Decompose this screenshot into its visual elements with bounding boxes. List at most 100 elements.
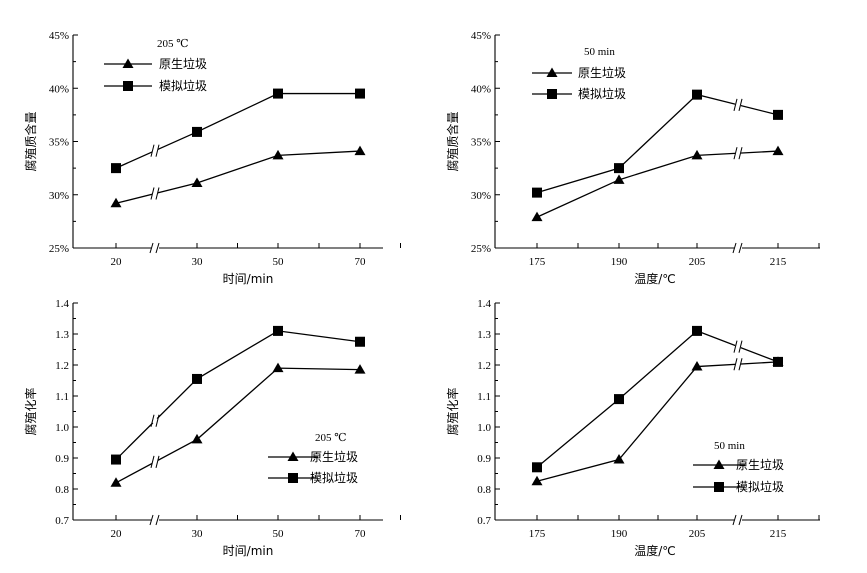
x-tick-label: 30 [192, 256, 204, 268]
axis-break-gap [734, 518, 742, 522]
data-point-square [614, 394, 624, 405]
data-point-square [273, 88, 283, 99]
data-point-square [192, 373, 202, 384]
y-tick-label: 30% [471, 190, 491, 202]
line-break-gap [732, 338, 744, 355]
line-break-mark [150, 187, 155, 200]
x-tick-label: 50 [273, 256, 285, 268]
data-point-triangle [772, 145, 784, 156]
x-tick-label: 20 [111, 528, 123, 540]
legend-marker-triangle [122, 58, 134, 68]
data-point-triangle [191, 177, 203, 188]
series-line-1 [536, 93, 779, 194]
x-axis-title: 时间/min [223, 544, 274, 558]
data-point-triangle [613, 454, 625, 464]
axis-break-mark [732, 242, 737, 254]
data-point-square [192, 126, 202, 137]
axis-break-mark [738, 242, 743, 254]
axis-break-mark [155, 514, 160, 526]
data-point-square [111, 163, 121, 174]
line-break-mark [150, 455, 155, 469]
legend-marker-square [288, 473, 298, 483]
y-tick-label: 45% [49, 30, 69, 42]
x-axis-title: 时间/min [223, 272, 274, 286]
line-break-gap [147, 413, 163, 428]
line-break-mark [733, 358, 738, 371]
axis-break-gap [151, 518, 159, 522]
data-point-square [111, 454, 121, 465]
legend-label: 原生垃圾 [736, 457, 784, 472]
data-point-triangle [531, 475, 543, 486]
data-point-square [773, 356, 783, 367]
line-break-mark [150, 144, 155, 157]
legend-label: 模拟垃圾 [736, 479, 784, 494]
legend-marker-square [714, 482, 724, 492]
line-break-mark [738, 358, 743, 371]
legend-title: 205 ℃ [157, 38, 189, 50]
y-tick-label: 25% [49, 243, 69, 255]
y-tick-label: 1.2 [477, 360, 491, 372]
x-axis-title: 温度/℃ [634, 543, 676, 558]
y-tick-label: 45% [471, 30, 491, 42]
line-break-mark [155, 144, 160, 157]
legend-label: 原生垃圾 [159, 56, 207, 71]
x-tick-label: 50 [273, 528, 285, 540]
axis-break-mark [738, 514, 743, 526]
line-break-gap [149, 454, 161, 470]
x-tick-label: 190 [611, 528, 628, 540]
legend-marker-triangle [287, 451, 299, 461]
data-point-square [532, 462, 542, 473]
axis-break-mark [149, 242, 154, 254]
x-tick-label: 205 [689, 528, 706, 540]
data-point-triangle [272, 362, 284, 373]
x-tick-label: 215 [770, 256, 787, 268]
data-point-triangle [354, 145, 366, 156]
line-break-mark [738, 98, 743, 112]
y-axis-title: 腐殖质含量 [23, 111, 38, 171]
y-tick-label: 1.1 [55, 391, 69, 403]
series-line-0 [115, 367, 361, 484]
line-break-mark [155, 414, 160, 427]
data-point-square [355, 336, 365, 347]
legend-title: 50 min [714, 440, 745, 452]
chart-panel-top-left: 25% 30% 35% 40% 45% 20 30 50 70 时间/min 腐殖质含量 205 ℃ 原… [23, 30, 401, 286]
data-point-triangle [110, 197, 122, 208]
chart-panel-bottom-right: 0.7 0.8 0.9 1.0 1.1 1.2 1.3 1.4 175 190 205 215 温度/℃… [445, 298, 820, 558]
axis-break-mark [149, 514, 154, 526]
data-point-triangle [691, 361, 703, 371]
y-axis-title: 腐殖化率 [445, 387, 460, 435]
line-break-mark [150, 414, 155, 427]
legend-label: 模拟垃圾 [159, 78, 207, 93]
chart-panel-top-right: 25% 30% 35% 40% 45% 175 190 205 215 温度/℃ 腐殖质含量 50 m… [445, 30, 820, 286]
data-point-square [773, 109, 783, 120]
data-point-triangle [272, 149, 284, 160]
series-line-0 [536, 150, 779, 218]
x-tick-label: 70 [355, 528, 367, 540]
line-break-mark [155, 455, 160, 469]
y-tick-label: 0.8 [55, 484, 69, 496]
y-tick-label: 0.8 [477, 484, 491, 496]
legend-marker-triangle [713, 459, 725, 469]
legend-label: 模拟垃圾 [578, 86, 626, 101]
data-point-triangle [354, 364, 366, 374]
axis-break-gap [734, 246, 742, 250]
legend-label: 原生垃圾 [578, 65, 626, 80]
chart-panel-bottom-left: 0.7 0.8 0.9 1.0 1.1 1.2 1.3 1.4 20 30 50 70 时间/min 腐殖… [23, 298, 401, 558]
data-point-triangle [191, 433, 203, 444]
line-break-mark [738, 147, 743, 160]
axis-break-gap [151, 246, 159, 250]
y-tick-label: 1.3 [55, 329, 69, 341]
data-point-square [532, 187, 542, 198]
data-point-square [692, 325, 702, 336]
line-break-gap [150, 186, 160, 202]
line-break-mark [733, 98, 738, 112]
data-point-triangle [531, 211, 543, 222]
data-point-square [355, 88, 365, 99]
y-tick-label: 1.0 [477, 422, 491, 434]
x-tick-label: 190 [611, 256, 628, 268]
legend-title: 50 min [584, 46, 615, 58]
data-point-square [614, 163, 624, 174]
